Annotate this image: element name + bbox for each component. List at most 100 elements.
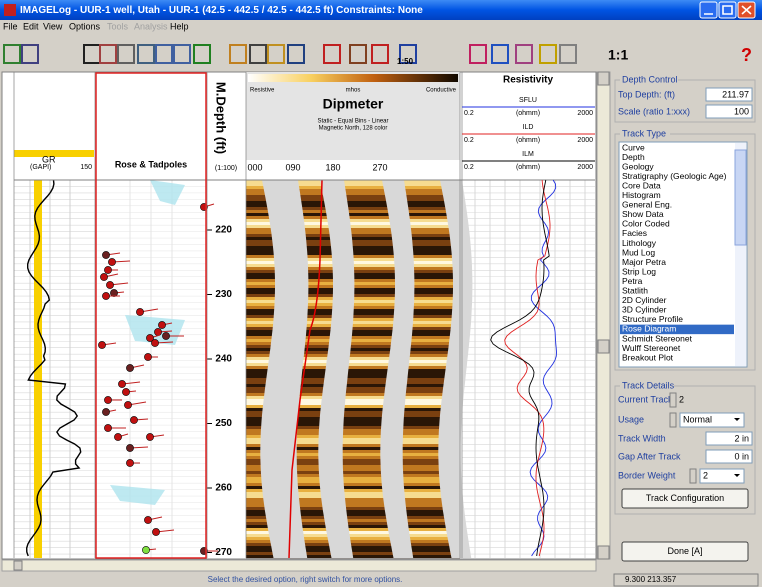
done-button[interactable]	[621, 541, 749, 562]
tadpole	[102, 408, 110, 416]
pad-gap	[318, 180, 355, 558]
list-item[interactable]: General Eng.	[622, 200, 672, 210]
menu-item[interactable]: Analysis	[134, 21, 168, 31]
tadpole	[108, 258, 116, 266]
list-item[interactable]: Histogram	[622, 190, 661, 200]
toolbar-button[interactable]	[21, 44, 39, 64]
config-button[interactable]	[621, 488, 749, 509]
list-item[interactable]: Major Petra	[622, 257, 666, 267]
image-row	[246, 336, 460, 340]
list-item[interactable]: Structure Profile	[622, 314, 683, 324]
toolbar-button[interactable]	[193, 44, 211, 64]
minimize-button[interactable]	[699, 1, 718, 19]
toolbar-button[interactable]	[99, 44, 117, 64]
status-coords: 9.300 213.357	[625, 575, 677, 584]
tadpole	[126, 444, 134, 452]
image-row	[246, 357, 460, 361]
list-item[interactable]: Wulff Stereonet	[622, 343, 681, 353]
menu-item[interactable]: File	[3, 21, 18, 31]
help-button[interactable]: ?	[741, 45, 752, 65]
image-row	[246, 387, 460, 391]
menu-item[interactable]: View	[43, 21, 63, 31]
list-item[interactable]: Rose Diagram	[622, 324, 676, 334]
image-row	[246, 183, 460, 187]
top-depth-input[interactable]	[705, 87, 753, 102]
toolbar-button[interactable]	[229, 44, 247, 64]
border-weight-select[interactable]	[699, 468, 745, 484]
list-item[interactable]: Schmidt Stereonet	[622, 333, 693, 343]
image-row	[246, 549, 460, 553]
v-scrollbar[interactable]	[596, 71, 611, 560]
toolbar-button[interactable]	[559, 44, 577, 64]
maximize-button[interactable]	[718, 1, 737, 19]
toolbar-button[interactable]	[323, 44, 341, 64]
image-row	[246, 366, 460, 370]
image-row	[246, 330, 460, 334]
toolbar-button[interactable]	[3, 44, 21, 64]
toolbar-button[interactable]	[491, 44, 509, 64]
list-item[interactable]: Core Data	[622, 180, 661, 190]
spinner[interactable]	[669, 412, 677, 428]
list-item[interactable]: Lithology	[622, 238, 657, 248]
menu-item[interactable]: Edit	[23, 21, 39, 31]
list-item[interactable]: Show Data	[622, 209, 664, 219]
toolbar-button[interactable]	[287, 44, 305, 64]
toolbar-button[interactable]	[469, 44, 487, 64]
toolbar-button[interactable]	[349, 44, 367, 64]
usage-select[interactable]	[679, 412, 745, 428]
scale-button[interactable]: 1:50	[397, 57, 414, 66]
spinner[interactable]	[689, 468, 697, 484]
image-row	[246, 420, 460, 424]
list-item[interactable]: Mud Log	[622, 247, 655, 257]
scale-input[interactable]	[705, 104, 753, 119]
list-item[interactable]: Depth	[622, 152, 645, 162]
list-scrollbar[interactable]	[735, 143, 746, 366]
toolbar-button[interactable]	[371, 44, 389, 64]
tadpole	[122, 388, 130, 396]
toolbar-button[interactable]	[249, 44, 267, 64]
menu-item[interactable]: Tools	[107, 21, 129, 31]
track-width-input[interactable]	[705, 431, 753, 446]
image-row	[246, 198, 460, 202]
list-item[interactable]: 3D Cylinder	[622, 305, 667, 315]
list-item[interactable]: Color Coded	[622, 219, 670, 229]
curve-min: 0.2	[464, 110, 474, 117]
toolbar-button[interactable]	[267, 44, 285, 64]
toolbar-button[interactable]	[539, 44, 557, 64]
image-row	[246, 552, 460, 556]
scroll-thumb[interactable]	[597, 339, 610, 354]
list-item[interactable]: Statlith	[622, 286, 648, 296]
usage-value: Normal	[683, 414, 712, 424]
spinner[interactable]	[669, 392, 677, 408]
h-thumb[interactable]	[13, 560, 23, 571]
list-item[interactable]: 2D Cylinder	[622, 295, 667, 305]
toolbar-button[interactable]	[155, 44, 173, 64]
h-scrollbar[interactable]	[1, 559, 597, 572]
image-row	[246, 447, 460, 451]
list-item[interactable]: Stratigraphy (Geologic Age)	[622, 171, 727, 181]
list-item[interactable]: Facies	[622, 228, 647, 238]
toolbar-button[interactable]	[137, 44, 155, 64]
toolbar-button[interactable]	[515, 44, 533, 64]
app-icon	[4, 4, 16, 16]
menu-item[interactable]: Options	[69, 21, 101, 31]
menu-item[interactable]: Help	[170, 21, 189, 31]
toolbar-button[interactable]	[173, 44, 191, 64]
scroll-up[interactable]	[597, 71, 610, 86]
list-item[interactable]: Curve	[622, 142, 645, 152]
tadpole	[126, 459, 134, 467]
image-row	[246, 531, 460, 535]
toolbar-button[interactable]	[399, 44, 417, 64]
list-item[interactable]: Geology	[622, 161, 654, 171]
scroll-down[interactable]	[597, 545, 610, 560]
ratio-button[interactable]: 1:1	[608, 47, 628, 63]
list-thumb[interactable]	[734, 149, 747, 246]
list-item[interactable]: Strip Log	[622, 266, 656, 276]
status-message: Select the desired option, right switch …	[208, 575, 403, 584]
list-item[interactable]: Petra	[622, 276, 643, 286]
image-row	[246, 360, 460, 364]
list-item[interactable]: Breakout Plot	[622, 352, 674, 362]
gap-input[interactable]	[705, 449, 753, 464]
pad-gap	[380, 180, 415, 558]
toolbar-button[interactable]	[117, 44, 135, 64]
